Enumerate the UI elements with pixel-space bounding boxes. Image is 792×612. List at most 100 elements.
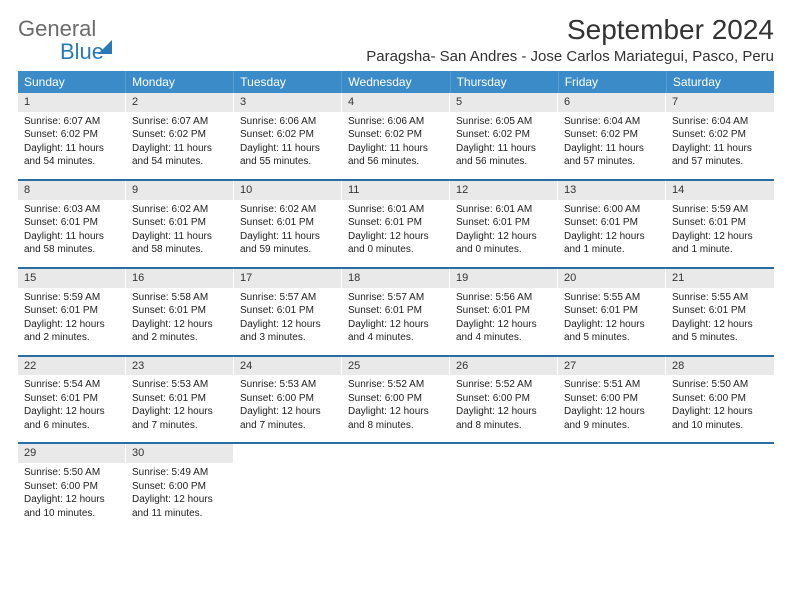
day-body bbox=[342, 463, 450, 476]
day-cell: 10Sunrise: 6:02 AMSunset: 6:01 PMDayligh… bbox=[234, 181, 342, 267]
day-body: Sunrise: 5:54 AMSunset: 6:01 PMDaylight:… bbox=[18, 375, 126, 442]
day-number: 6 bbox=[558, 93, 666, 112]
day-daylight: Daylight: 11 hours and 58 minutes. bbox=[24, 230, 120, 257]
day-number: 28 bbox=[666, 357, 774, 376]
location-text: Paragsha- San Andres - Jose Carlos Maria… bbox=[366, 48, 774, 65]
day-body: Sunrise: 6:04 AMSunset: 6:02 PMDaylight:… bbox=[558, 112, 666, 179]
day-cell: 17Sunrise: 5:57 AMSunset: 6:01 PMDayligh… bbox=[234, 269, 342, 355]
day-sunrise: Sunrise: 6:02 AM bbox=[132, 203, 228, 217]
day-cell: 5Sunrise: 6:05 AMSunset: 6:02 PMDaylight… bbox=[450, 93, 558, 179]
day-sunrise: Sunrise: 6:06 AM bbox=[348, 115, 444, 129]
week-row: 8Sunrise: 6:03 AMSunset: 6:01 PMDaylight… bbox=[18, 181, 774, 269]
day-body: Sunrise: 5:53 AMSunset: 6:00 PMDaylight:… bbox=[234, 375, 342, 442]
weekday-header: Thursday bbox=[451, 71, 559, 93]
day-daylight: Daylight: 11 hours and 54 minutes. bbox=[24, 142, 120, 169]
day-sunset: Sunset: 6:01 PM bbox=[132, 304, 228, 318]
day-number: 16 bbox=[126, 269, 234, 288]
day-number: 29 bbox=[18, 444, 126, 463]
day-sunrise: Sunrise: 6:07 AM bbox=[132, 115, 228, 129]
day-sunrise: Sunrise: 6:03 AM bbox=[24, 203, 120, 217]
day-cell: 16Sunrise: 5:58 AMSunset: 6:01 PMDayligh… bbox=[126, 269, 234, 355]
week-row: 1Sunrise: 6:07 AMSunset: 6:02 PMDaylight… bbox=[18, 93, 774, 181]
weekday-header: Saturday bbox=[667, 71, 774, 93]
day-cell: 25Sunrise: 5:52 AMSunset: 6:00 PMDayligh… bbox=[342, 357, 450, 443]
day-number: 1 bbox=[18, 93, 126, 112]
week-row: 15Sunrise: 5:59 AMSunset: 6:01 PMDayligh… bbox=[18, 269, 774, 357]
day-number: 20 bbox=[558, 269, 666, 288]
day-sunrise: Sunrise: 5:55 AM bbox=[672, 291, 768, 305]
day-daylight: Daylight: 12 hours and 4 minutes. bbox=[456, 318, 552, 345]
day-sunrise: Sunrise: 5:51 AM bbox=[564, 378, 660, 392]
day-body: Sunrise: 6:01 AMSunset: 6:01 PMDaylight:… bbox=[450, 200, 558, 267]
day-cell: 18Sunrise: 5:57 AMSunset: 6:01 PMDayligh… bbox=[342, 269, 450, 355]
day-sunset: Sunset: 6:00 PM bbox=[564, 392, 660, 406]
day-number: 4 bbox=[342, 93, 450, 112]
day-body: Sunrise: 6:00 AMSunset: 6:01 PMDaylight:… bbox=[558, 200, 666, 267]
day-daylight: Daylight: 11 hours and 59 minutes. bbox=[240, 230, 336, 257]
day-number: 14 bbox=[666, 181, 774, 200]
day-number: 22 bbox=[18, 357, 126, 376]
day-sunset: Sunset: 6:01 PM bbox=[564, 216, 660, 230]
day-body: Sunrise: 5:53 AMSunset: 6:01 PMDaylight:… bbox=[126, 375, 234, 442]
day-cell: 11Sunrise: 6:01 AMSunset: 6:01 PMDayligh… bbox=[342, 181, 450, 267]
day-cell: 15Sunrise: 5:59 AMSunset: 6:01 PMDayligh… bbox=[18, 269, 126, 355]
day-sunset: Sunset: 6:00 PM bbox=[240, 392, 336, 406]
day-number: 26 bbox=[450, 357, 558, 376]
day-body bbox=[234, 463, 342, 476]
day-cell: 8Sunrise: 6:03 AMSunset: 6:01 PMDaylight… bbox=[18, 181, 126, 267]
day-sunset: Sunset: 6:02 PM bbox=[564, 128, 660, 142]
day-number bbox=[450, 444, 558, 463]
day-cell: 22Sunrise: 5:54 AMSunset: 6:01 PMDayligh… bbox=[18, 357, 126, 443]
day-sunrise: Sunrise: 6:01 AM bbox=[456, 203, 552, 217]
day-cell bbox=[450, 444, 558, 530]
weekday-header: Friday bbox=[559, 71, 667, 93]
day-number: 18 bbox=[342, 269, 450, 288]
day-number: 8 bbox=[18, 181, 126, 200]
day-number bbox=[234, 444, 342, 463]
day-cell bbox=[234, 444, 342, 530]
day-sunset: Sunset: 6:00 PM bbox=[456, 392, 552, 406]
brand-name-2: Blue bbox=[60, 39, 104, 64]
day-sunrise: Sunrise: 5:58 AM bbox=[132, 291, 228, 305]
day-cell: 14Sunrise: 5:59 AMSunset: 6:01 PMDayligh… bbox=[666, 181, 774, 267]
day-sunset: Sunset: 6:01 PM bbox=[240, 304, 336, 318]
day-sunrise: Sunrise: 5:59 AM bbox=[24, 291, 120, 305]
day-cell: 29Sunrise: 5:50 AMSunset: 6:00 PMDayligh… bbox=[18, 444, 126, 530]
day-sunset: Sunset: 6:00 PM bbox=[132, 480, 228, 494]
month-title: September 2024 bbox=[366, 14, 774, 46]
day-number: 17 bbox=[234, 269, 342, 288]
day-number: 30 bbox=[126, 444, 234, 463]
day-cell: 20Sunrise: 5:55 AMSunset: 6:01 PMDayligh… bbox=[558, 269, 666, 355]
day-body: Sunrise: 6:01 AMSunset: 6:01 PMDaylight:… bbox=[342, 200, 450, 267]
day-sunrise: Sunrise: 5:52 AM bbox=[456, 378, 552, 392]
day-body: Sunrise: 6:04 AMSunset: 6:02 PMDaylight:… bbox=[666, 112, 774, 179]
day-sunset: Sunset: 6:02 PM bbox=[456, 128, 552, 142]
day-sunrise: Sunrise: 6:07 AM bbox=[24, 115, 120, 129]
day-sunrise: Sunrise: 5:57 AM bbox=[348, 291, 444, 305]
day-body: Sunrise: 6:07 AMSunset: 6:02 PMDaylight:… bbox=[18, 112, 126, 179]
day-daylight: Daylight: 11 hours and 56 minutes. bbox=[348, 142, 444, 169]
day-daylight: Daylight: 12 hours and 10 minutes. bbox=[24, 493, 120, 520]
day-sunset: Sunset: 6:01 PM bbox=[132, 216, 228, 230]
day-body: Sunrise: 5:52 AMSunset: 6:00 PMDaylight:… bbox=[450, 375, 558, 442]
day-daylight: Daylight: 12 hours and 1 minute. bbox=[564, 230, 660, 257]
day-number: 11 bbox=[342, 181, 450, 200]
day-sunset: Sunset: 6:01 PM bbox=[240, 216, 336, 230]
day-daylight: Daylight: 12 hours and 6 minutes. bbox=[24, 405, 120, 432]
day-cell: 27Sunrise: 5:51 AMSunset: 6:00 PMDayligh… bbox=[558, 357, 666, 443]
day-cell: 2Sunrise: 6:07 AMSunset: 6:02 PMDaylight… bbox=[126, 93, 234, 179]
weekday-header: Monday bbox=[126, 71, 234, 93]
week-row: 22Sunrise: 5:54 AMSunset: 6:01 PMDayligh… bbox=[18, 357, 774, 445]
day-number: 5 bbox=[450, 93, 558, 112]
day-daylight: Daylight: 12 hours and 8 minutes. bbox=[348, 405, 444, 432]
day-daylight: Daylight: 12 hours and 9 minutes. bbox=[564, 405, 660, 432]
day-number bbox=[666, 444, 774, 463]
day-number: 25 bbox=[342, 357, 450, 376]
day-sunrise: Sunrise: 5:57 AM bbox=[240, 291, 336, 305]
day-body: Sunrise: 5:56 AMSunset: 6:01 PMDaylight:… bbox=[450, 288, 558, 355]
day-sunrise: Sunrise: 6:05 AM bbox=[456, 115, 552, 129]
day-number: 12 bbox=[450, 181, 558, 200]
day-cell: 12Sunrise: 6:01 AMSunset: 6:01 PMDayligh… bbox=[450, 181, 558, 267]
day-daylight: Daylight: 12 hours and 8 minutes. bbox=[456, 405, 552, 432]
day-number: 13 bbox=[558, 181, 666, 200]
